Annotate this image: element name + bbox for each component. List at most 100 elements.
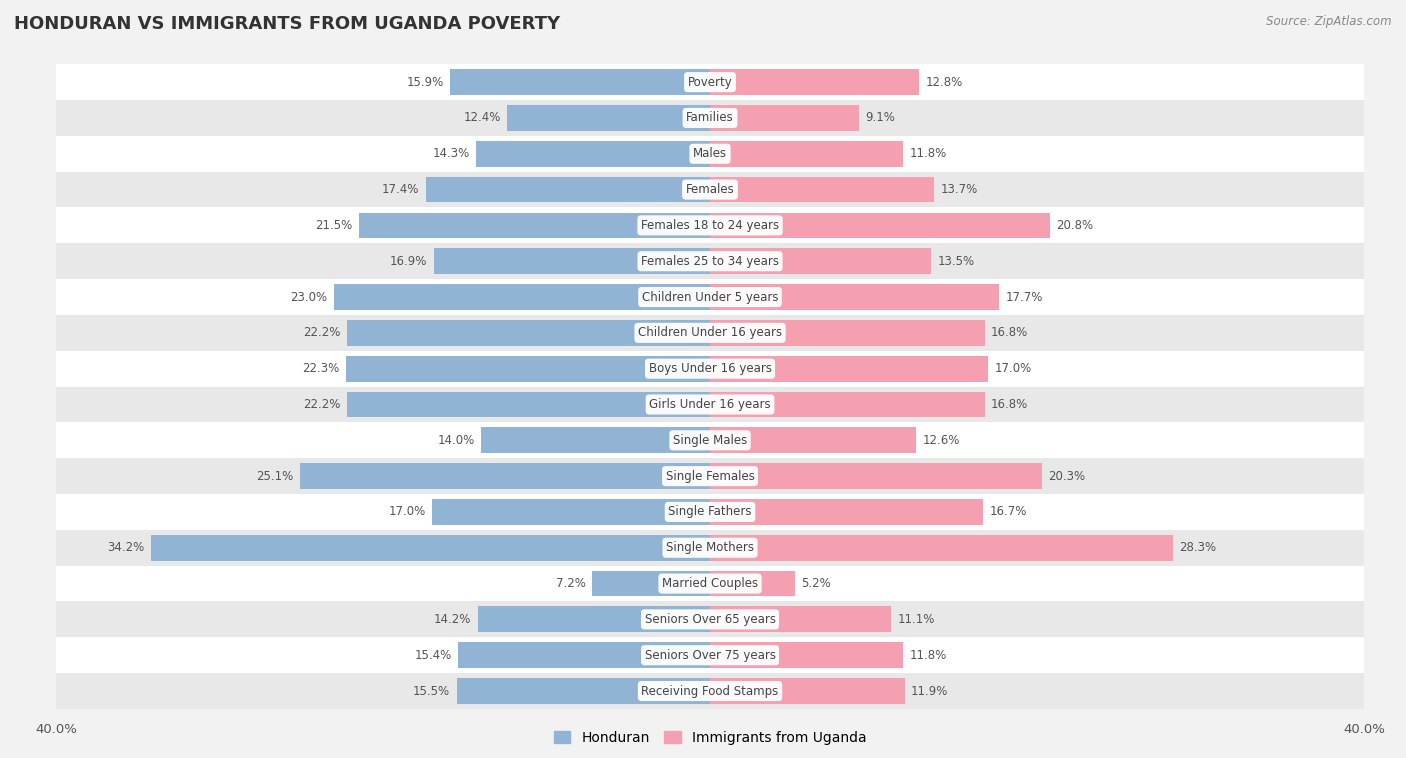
Text: 15.4%: 15.4% [415, 649, 451, 662]
Bar [56, 494, 1364, 530]
Text: Source: ZipAtlas.com: Source: ZipAtlas.com [1267, 15, 1392, 28]
Bar [359, 212, 710, 238]
Text: 16.7%: 16.7% [990, 506, 1026, 518]
Bar [710, 69, 920, 95]
Text: 9.1%: 9.1% [865, 111, 896, 124]
Text: 16.8%: 16.8% [991, 398, 1028, 411]
Text: Children Under 5 years: Children Under 5 years [641, 290, 779, 303]
Text: Males: Males [693, 147, 727, 160]
Bar [347, 320, 710, 346]
Text: 17.4%: 17.4% [381, 183, 419, 196]
Text: Females 18 to 24 years: Females 18 to 24 years [641, 219, 779, 232]
Text: 16.8%: 16.8% [991, 327, 1028, 340]
Bar [457, 678, 710, 704]
Bar [56, 637, 1364, 673]
Text: Families: Families [686, 111, 734, 124]
Text: 13.7%: 13.7% [941, 183, 977, 196]
Text: 17.0%: 17.0% [388, 506, 426, 518]
Bar [432, 499, 710, 525]
Bar [710, 606, 891, 632]
Bar [477, 141, 710, 167]
Text: 16.9%: 16.9% [389, 255, 427, 268]
Text: Females: Females [686, 183, 734, 196]
Bar [335, 284, 710, 310]
Bar [56, 422, 1364, 459]
Bar [450, 69, 710, 95]
Bar [710, 463, 1042, 489]
Text: 20.8%: 20.8% [1056, 219, 1094, 232]
Bar [710, 678, 904, 704]
Text: 20.3%: 20.3% [1049, 470, 1085, 483]
Text: 15.9%: 15.9% [406, 76, 444, 89]
Text: 12.4%: 12.4% [464, 111, 501, 124]
Bar [346, 356, 710, 381]
Text: Children Under 16 years: Children Under 16 years [638, 327, 782, 340]
Text: 11.1%: 11.1% [898, 613, 935, 626]
Text: 17.7%: 17.7% [1005, 290, 1043, 303]
Text: Single Mothers: Single Mothers [666, 541, 754, 554]
Text: Married Couples: Married Couples [662, 577, 758, 590]
Legend: Honduran, Immigrants from Uganda: Honduran, Immigrants from Uganda [554, 731, 866, 744]
Text: Females 25 to 34 years: Females 25 to 34 years [641, 255, 779, 268]
Text: Receiving Food Stamps: Receiving Food Stamps [641, 684, 779, 697]
Text: 11.9%: 11.9% [911, 684, 949, 697]
Bar [710, 212, 1050, 238]
Bar [710, 141, 903, 167]
Text: Seniors Over 75 years: Seniors Over 75 years [644, 649, 776, 662]
Bar [347, 392, 710, 418]
Text: 13.5%: 13.5% [938, 255, 974, 268]
Bar [56, 351, 1364, 387]
Text: 12.8%: 12.8% [925, 76, 963, 89]
Text: Seniors Over 65 years: Seniors Over 65 years [644, 613, 776, 626]
Bar [56, 565, 1364, 602]
Bar [56, 279, 1364, 315]
Bar [710, 105, 859, 131]
Text: 34.2%: 34.2% [107, 541, 145, 554]
Text: 22.3%: 22.3% [302, 362, 339, 375]
Bar [710, 177, 934, 202]
Bar [56, 136, 1364, 171]
Bar [56, 171, 1364, 208]
Text: 15.5%: 15.5% [413, 684, 450, 697]
Text: 7.2%: 7.2% [555, 577, 586, 590]
Text: 17.0%: 17.0% [994, 362, 1032, 375]
Text: 25.1%: 25.1% [256, 470, 294, 483]
Bar [56, 208, 1364, 243]
Text: 11.8%: 11.8% [910, 147, 946, 160]
Text: 12.6%: 12.6% [922, 434, 960, 446]
Text: Poverty: Poverty [688, 76, 733, 89]
Bar [426, 177, 710, 202]
Text: 14.0%: 14.0% [437, 434, 475, 446]
Bar [434, 249, 710, 274]
Bar [710, 499, 983, 525]
Bar [710, 284, 1000, 310]
Text: 11.8%: 11.8% [910, 649, 946, 662]
Bar [710, 392, 984, 418]
Bar [56, 315, 1364, 351]
Bar [710, 249, 931, 274]
Bar [478, 606, 710, 632]
Bar [710, 571, 794, 597]
Text: 22.2%: 22.2% [304, 327, 340, 340]
Bar [56, 243, 1364, 279]
Text: 28.3%: 28.3% [1180, 541, 1216, 554]
Bar [710, 535, 1173, 561]
Text: Single Females: Single Females [665, 470, 755, 483]
Text: 22.2%: 22.2% [304, 398, 340, 411]
Bar [508, 105, 710, 131]
Text: 14.3%: 14.3% [433, 147, 470, 160]
Text: HONDURAN VS IMMIGRANTS FROM UGANDA POVERTY: HONDURAN VS IMMIGRANTS FROM UGANDA POVER… [14, 15, 560, 33]
Bar [710, 642, 903, 668]
Text: Single Males: Single Males [673, 434, 747, 446]
Bar [56, 530, 1364, 565]
Bar [710, 320, 984, 346]
Text: Boys Under 16 years: Boys Under 16 years [648, 362, 772, 375]
Text: Single Fathers: Single Fathers [668, 506, 752, 518]
Bar [56, 387, 1364, 422]
Bar [710, 428, 915, 453]
Bar [299, 463, 710, 489]
Bar [56, 602, 1364, 637]
Bar [150, 535, 710, 561]
Text: Girls Under 16 years: Girls Under 16 years [650, 398, 770, 411]
Text: 21.5%: 21.5% [315, 219, 352, 232]
